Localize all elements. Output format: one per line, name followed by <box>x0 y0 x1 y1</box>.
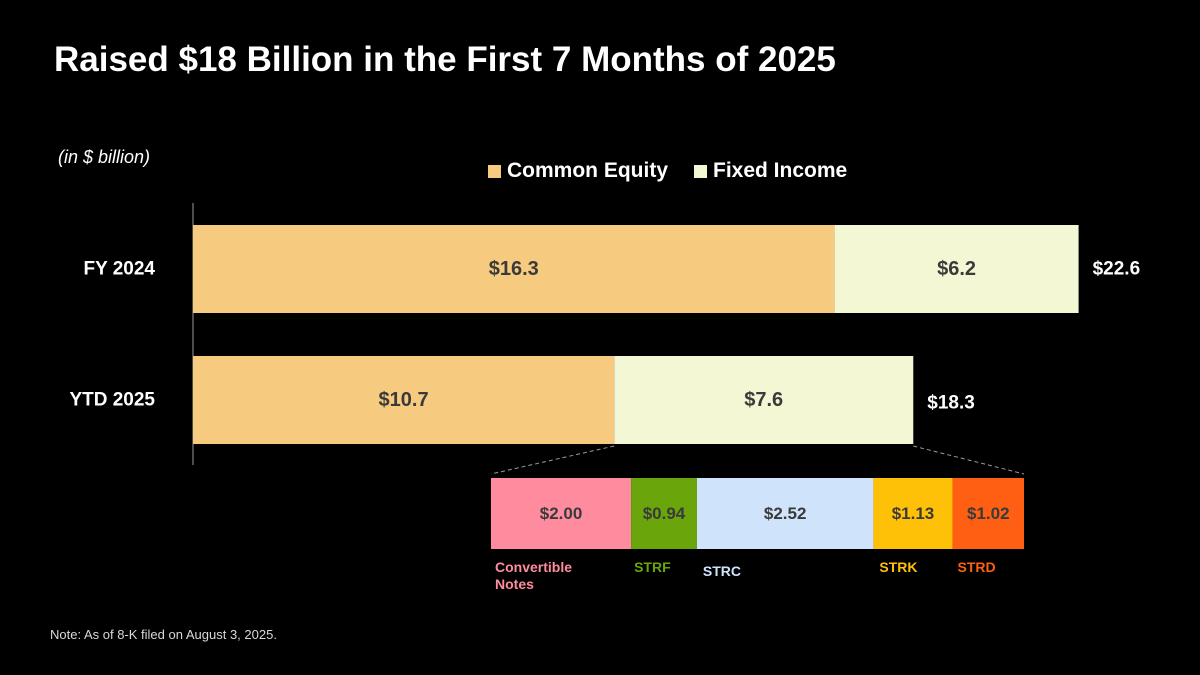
total-label-fy-2024: $22.6 <box>1093 259 1141 280</box>
connector-line-right <box>913 445 1025 475</box>
breakdown-label-convertible-notes: $2.00 <box>540 504 583 523</box>
breakdown-bar-strd <box>952 478 1024 549</box>
total-label-ytd-2025: $18.3 <box>927 393 975 414</box>
category-label-fy-2024: FY 2024 <box>84 259 156 280</box>
connector-line-left <box>490 445 615 475</box>
bar-fy-2024-fixed-income <box>834 225 1079 313</box>
breakdown-name-strk: STRK <box>879 559 917 575</box>
data-label-ytd-2025-common-equity: $10.7 <box>379 389 429 411</box>
bar-ytd-2025-common-equity <box>193 356 615 444</box>
unit-note: (in $ billion) <box>58 147 151 167</box>
breakdown-bar-strk <box>873 478 953 549</box>
breakdown-name-strc: STRC <box>703 563 741 579</box>
breakdown-name-strd: STRD <box>958 559 996 575</box>
legend-swatch-common-equity <box>488 164 501 178</box>
breakdown-label-strc: $2.52 <box>764 504 807 523</box>
breakdown-label-strd: $1.02 <box>967 504 1010 523</box>
bar-ytd-2025-fixed-income <box>614 356 914 444</box>
legend-label-common-equity: Common Equity <box>507 159 668 182</box>
legend: Common Equity Fixed Income <box>488 159 873 183</box>
bar-fy-2024-common-equity <box>193 225 835 313</box>
breakdown-label-strk: $1.13 <box>892 504 935 523</box>
breakdown-name-convertible-notes: Convertible Notes <box>495 559 572 592</box>
data-label-fy-2024-fixed-income: $6.2 <box>937 258 976 280</box>
breakdown-name-strf: STRF <box>634 559 671 575</box>
breakdown-label-strf: $0.94 <box>643 504 686 523</box>
data-label-fy-2024-common-equity: $16.3 <box>489 258 539 280</box>
legend-swatch-fixed-income <box>694 164 707 178</box>
footnote: Note: As of 8-K filed on August 3, 2025. <box>50 627 277 642</box>
breakdown-bar-convertible-notes <box>491 478 632 549</box>
data-label-ytd-2025-fixed-income: $7.6 <box>744 389 783 411</box>
breakdown-bar-strc <box>696 478 874 549</box>
category-label-ytd-2025: YTD 2025 <box>69 390 155 411</box>
breakdown-bar-strf <box>631 478 697 549</box>
legend-item-fixed-income: Fixed Income <box>694 159 847 183</box>
legend-item-common-equity: Common Equity <box>488 159 668 183</box>
legend-label-fixed-income: Fixed Income <box>713 159 848 182</box>
page-title: Raised $18 Billion in the First 7 Months… <box>54 40 836 79</box>
